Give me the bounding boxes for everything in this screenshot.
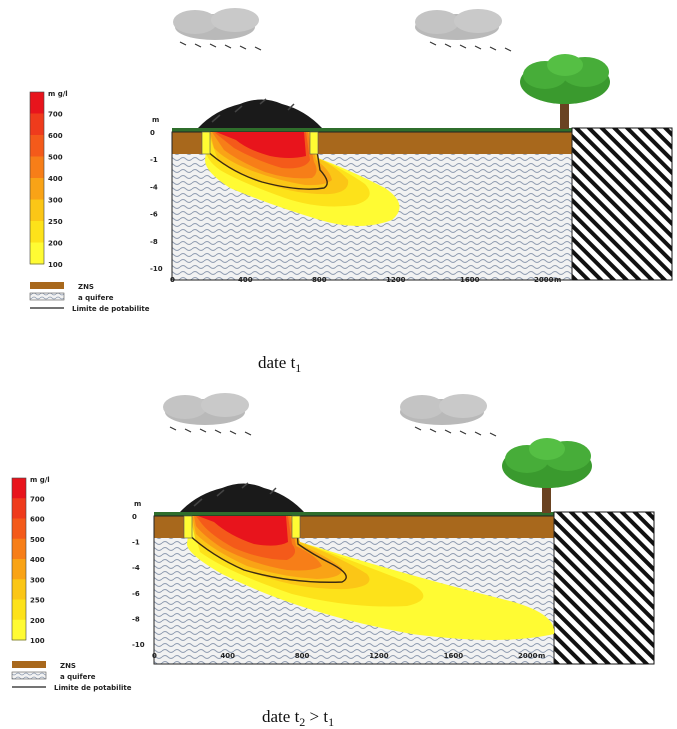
- y-axis-unit: m: [134, 500, 141, 508]
- panel-date-t1: [171, 8, 673, 281]
- pollution-plume: [183, 515, 555, 640]
- axes-panel1: 0 400 800 1200 1600 2000 mm0-1-4-6-8-10: [150, 116, 561, 284]
- legend-label: a quifere: [78, 294, 114, 302]
- y-tick-label: 0: [150, 129, 155, 137]
- colorbar-unit: m g/l: [30, 476, 50, 484]
- colorbar-swatch: [30, 178, 44, 200]
- x-tick-label: 400: [220, 652, 235, 660]
- axes-panel2: 0 400 800 1200 1600 2000 mm0-1-4-6-8-10: [132, 500, 545, 660]
- colorbar-label: 250: [48, 218, 63, 226]
- tree-icon: [520, 54, 610, 129]
- colorbar-label: 200: [48, 240, 63, 248]
- caption-date-t1: date t1: [258, 353, 301, 375]
- colorbar-swatch: [12, 619, 26, 641]
- y-tick-label: 0: [132, 513, 137, 521]
- colorbar-label: 600: [48, 132, 63, 140]
- pollution-plume: [201, 131, 400, 226]
- colorbar-label: 500: [30, 536, 45, 544]
- y-tick-label: -10: [132, 641, 145, 649]
- colorbar-swatch: [12, 599, 26, 621]
- colorbar-swatch: [30, 221, 44, 243]
- colorbar-swatch: [30, 199, 44, 222]
- x-axis-unit: m: [538, 652, 545, 660]
- colorbar-label: 250: [30, 597, 45, 605]
- y-axis-unit: m: [152, 116, 159, 124]
- colorbar-swatch: [30, 242, 44, 265]
- colorbar-swatch: [12, 498, 26, 519]
- colorbar-swatch: [12, 579, 26, 600]
- rain-icon-right: [414, 426, 497, 437]
- rain-icon-left: [179, 41, 262, 51]
- x-tick-label: 2000: [518, 652, 538, 660]
- legend-panel2: ZNS a quifere Limite de potabilite: [11, 661, 132, 692]
- colorbar-swatch: [30, 135, 44, 157]
- colorbar-label: 700: [48, 111, 63, 119]
- colorbar-swatch: [12, 478, 26, 499]
- rain-icon-right: [429, 41, 512, 52]
- cloud-icon-right: [400, 394, 487, 425]
- caption-date-t2: date t2 > t1: [262, 707, 334, 729]
- colorbar-panel2: m g/l 700 600 500 400 300 250 200 100: [11, 476, 50, 645]
- x-tick-label: 1600: [444, 652, 464, 660]
- potability-limit-line: [205, 131, 328, 190]
- colorbar-label: 700: [30, 495, 45, 503]
- colorbar-label: 200: [30, 617, 45, 625]
- colorbar-label: 600: [30, 516, 45, 524]
- x-tick-label: 1600: [460, 276, 480, 284]
- colorbar-panel1: m g/l 700 600 500 400 300 250 200 100: [29, 90, 68, 269]
- colorbar-label: 500: [48, 154, 63, 162]
- colorbar-label: 400: [30, 556, 45, 564]
- x-tick-label: 400: [238, 276, 253, 284]
- waste-heap: [180, 483, 304, 512]
- x-tick-label: 0: [170, 276, 175, 284]
- x-tick-label: 800: [295, 652, 310, 660]
- y-tick-label: -8: [150, 238, 158, 246]
- cloud-icon-right: [415, 9, 502, 40]
- legend-label: ZNS: [60, 662, 76, 670]
- x-tick-label: 1200: [369, 652, 389, 660]
- colorbar-swatch: [12, 518, 26, 540]
- legend-label: a quifere: [60, 673, 96, 681]
- y-tick-label: -6: [132, 590, 140, 598]
- x-axis-unit: m: [554, 276, 561, 284]
- y-tick-label: -8: [132, 615, 140, 623]
- colorbar-label: 300: [48, 197, 63, 205]
- cloud-icon-left: [163, 393, 249, 425]
- y-tick-label: -1: [132, 539, 140, 547]
- legend-swatch-zns: [12, 661, 46, 668]
- colorbar-label: 300: [30, 576, 45, 584]
- colorbar-swatch: [30, 113, 44, 136]
- y-tick-label: -6: [150, 211, 158, 219]
- colorbar-unit: m g/l: [48, 90, 68, 98]
- cloud-icon-left: [173, 8, 259, 40]
- rain-icon-left: [169, 426, 252, 436]
- colorbar-swatch: [12, 559, 26, 580]
- colorbar-swatch: [12, 538, 26, 560]
- legend-label: ZNS: [78, 283, 94, 291]
- colorbar-label: 100: [30, 637, 45, 645]
- legend-swatch-zns: [30, 282, 64, 289]
- legend-label: Limite de potabilite: [72, 305, 150, 313]
- colorbar-swatch: [30, 92, 44, 114]
- legend-swatch-aquifer: [11, 671, 47, 680]
- waste-heap: [198, 99, 322, 128]
- legend-label: Limite de potabilite: [54, 684, 132, 692]
- x-tick-label: 800: [312, 276, 327, 284]
- colorbar-label: 400: [48, 175, 63, 183]
- panel-date-t2: [153, 393, 655, 665]
- colorbar-label: 100: [48, 261, 63, 269]
- tree-icon: [502, 438, 592, 513]
- x-tick-label: 0: [152, 652, 157, 660]
- y-tick-label: -4: [132, 564, 140, 572]
- legend-panel1: ZNS a quifere Limite de potabilite: [29, 282, 150, 313]
- colorbar-swatch: [30, 156, 44, 179]
- x-tick-label: 1200: [386, 276, 406, 284]
- y-tick-label: -4: [150, 183, 158, 191]
- potability-limit-line: [187, 515, 347, 583]
- y-tick-label: -10: [150, 265, 163, 273]
- y-tick-label: -1: [150, 156, 158, 164]
- legend-swatch-aquifer: [29, 292, 65, 301]
- x-tick-label: 2000: [534, 276, 554, 284]
